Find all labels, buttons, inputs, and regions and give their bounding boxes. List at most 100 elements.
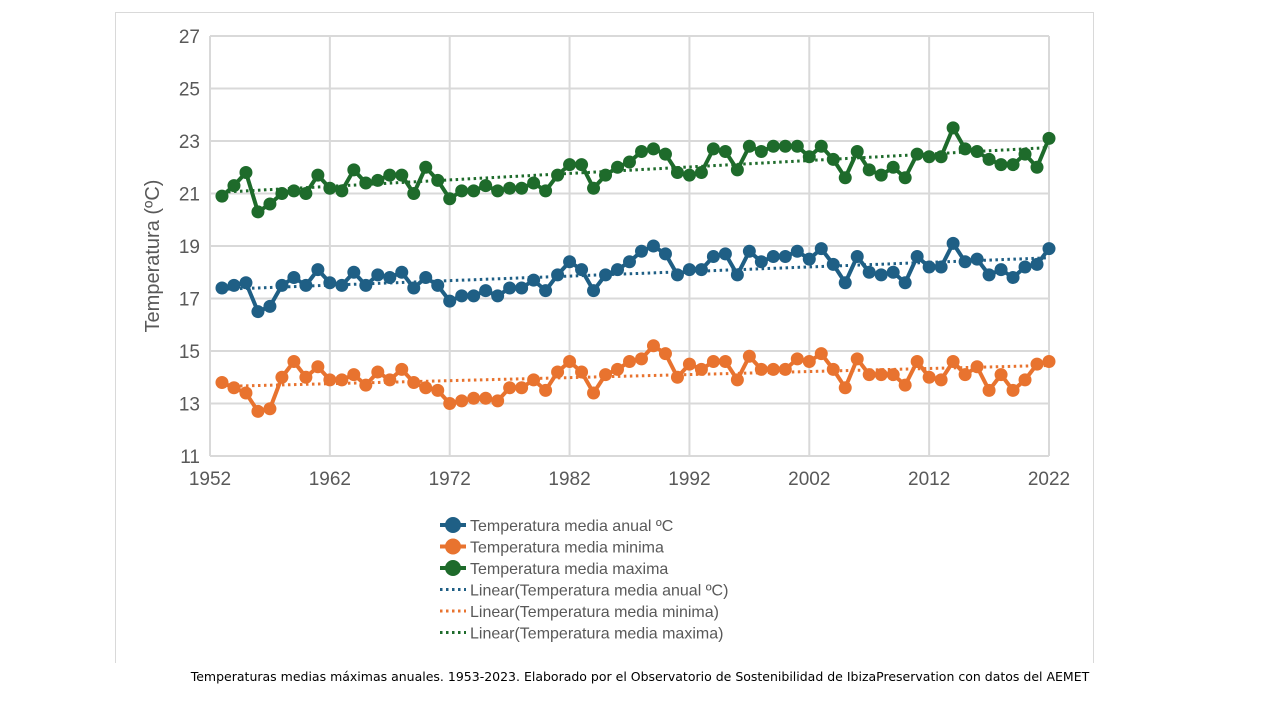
data-point bbox=[503, 281, 517, 295]
data-point bbox=[263, 402, 277, 416]
data-point bbox=[563, 255, 577, 269]
data-point bbox=[359, 278, 373, 292]
data-point bbox=[1018, 147, 1032, 161]
data-point bbox=[1042, 242, 1056, 256]
data-point bbox=[934, 260, 948, 274]
data-point bbox=[1030, 357, 1044, 371]
data-point bbox=[826, 257, 840, 271]
data-point bbox=[934, 373, 948, 387]
data-point bbox=[251, 305, 265, 319]
legend-item: Linear(Temperatura media minima) bbox=[440, 604, 719, 621]
data-point bbox=[335, 278, 349, 292]
data-point bbox=[670, 268, 684, 282]
y-tick-label: 11 bbox=[180, 447, 200, 468]
data-point bbox=[431, 383, 445, 397]
legend-label: Temperatura media minima bbox=[470, 540, 664, 557]
data-point bbox=[766, 250, 780, 263]
series-line bbox=[221, 241, 1051, 314]
data-point bbox=[623, 155, 636, 169]
legend-marker bbox=[445, 517, 461, 533]
data-point bbox=[922, 150, 936, 164]
legend: Temperatura media anual ºC Temperatura me… bbox=[440, 517, 728, 643]
data-point bbox=[371, 365, 385, 379]
data-point bbox=[850, 145, 864, 158]
data-point bbox=[814, 242, 828, 256]
data-point bbox=[778, 139, 792, 153]
figure-caption: Temperaturas medias máximas anuales. 195… bbox=[190, 669, 1090, 684]
data-point bbox=[994, 368, 1008, 382]
x-tick-label: 2012 bbox=[908, 469, 950, 490]
data-point bbox=[658, 147, 672, 161]
data-point bbox=[1018, 373, 1032, 387]
data-point bbox=[263, 299, 277, 313]
data-point bbox=[730, 268, 744, 282]
data-point bbox=[946, 355, 960, 368]
data-point bbox=[718, 247, 732, 261]
data-point bbox=[251, 205, 265, 219]
data-point bbox=[898, 276, 912, 290]
data-point bbox=[455, 289, 469, 303]
data-point bbox=[706, 355, 720, 368]
data-point bbox=[587, 386, 601, 400]
data-point bbox=[563, 355, 577, 368]
data-point bbox=[730, 373, 744, 387]
data-point bbox=[802, 355, 816, 368]
legend-marker bbox=[445, 560, 461, 576]
data-point bbox=[455, 184, 469, 198]
y-axis-title: Temperatura (ºC) bbox=[142, 180, 164, 333]
y-tick-label: 19 bbox=[179, 237, 200, 258]
data-point bbox=[886, 160, 900, 174]
data-point bbox=[982, 152, 996, 166]
legend-item: Temperatura media anual ºC bbox=[440, 517, 673, 535]
data-point bbox=[575, 158, 589, 172]
data-point bbox=[599, 168, 613, 182]
data-point bbox=[263, 197, 277, 211]
data-point bbox=[850, 352, 864, 366]
data-point bbox=[886, 265, 900, 279]
legend-item: Temperatura media maxima bbox=[440, 560, 668, 578]
data-point bbox=[1006, 383, 1020, 397]
data-point bbox=[287, 355, 301, 368]
data-point bbox=[850, 250, 864, 263]
x-tick-label: 1992 bbox=[668, 469, 710, 490]
data-point bbox=[395, 265, 409, 279]
data-point bbox=[694, 362, 708, 376]
legend-item: Temperatura media minima bbox=[440, 538, 664, 557]
x-tick-label: 2022 bbox=[1028, 469, 1070, 490]
temperature-line-chart: 11 13 15 17 19 21 23 25 27 1952 1962 1972 1982 1992 20… bbox=[142, 27, 1070, 643]
y-tick-label: 25 bbox=[179, 80, 200, 101]
data-point bbox=[1042, 355, 1056, 368]
x-tick-label: 2002 bbox=[788, 469, 830, 490]
data-point bbox=[1006, 271, 1020, 284]
data-point bbox=[371, 173, 385, 187]
data-point bbox=[694, 166, 708, 179]
data-point bbox=[383, 373, 397, 387]
data-point bbox=[790, 244, 804, 258]
data-point bbox=[646, 142, 660, 156]
data-point bbox=[623, 255, 636, 269]
data-point bbox=[227, 179, 241, 193]
data-point bbox=[443, 192, 457, 206]
data-point bbox=[658, 347, 672, 361]
data-point bbox=[431, 173, 445, 187]
data-point bbox=[515, 281, 529, 295]
data-point bbox=[335, 373, 349, 387]
data-point bbox=[862, 368, 876, 382]
data-point bbox=[323, 276, 337, 290]
data-point bbox=[958, 142, 972, 156]
data-point bbox=[766, 362, 780, 376]
x-tick-label: 1962 bbox=[309, 469, 351, 490]
data-point bbox=[491, 394, 505, 408]
data-point bbox=[419, 160, 433, 174]
data-point bbox=[599, 368, 613, 382]
data-point bbox=[503, 381, 517, 395]
legend-label: Linear(Temperatura media minima) bbox=[470, 604, 719, 621]
data-point bbox=[766, 139, 780, 153]
data-point bbox=[874, 268, 888, 282]
data-point bbox=[287, 271, 301, 284]
data-point bbox=[491, 184, 505, 198]
data-point bbox=[862, 265, 876, 279]
legend-label: Temperatura media maxima bbox=[470, 561, 668, 578]
data-point bbox=[814, 347, 828, 361]
data-point bbox=[227, 381, 241, 395]
